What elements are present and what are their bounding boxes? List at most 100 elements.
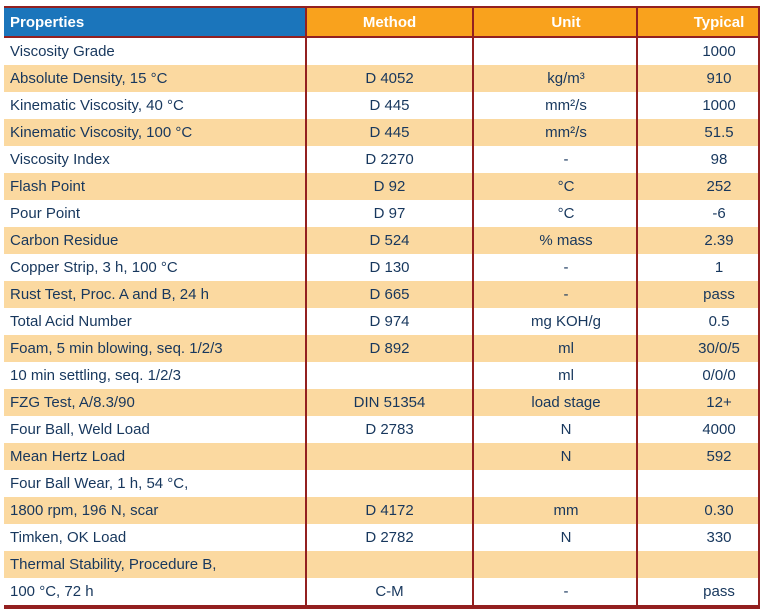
column-header-method: Method [305, 8, 472, 36]
cell-typical: 910 [636, 65, 758, 92]
cell-unit: - [472, 578, 636, 605]
cell-typical: 4000 [636, 416, 758, 443]
cell-unit: °C [472, 173, 636, 200]
cell-method: D 97 [305, 200, 472, 227]
cell-method [305, 470, 472, 497]
cell-method: D 4172 [305, 497, 472, 524]
cell-typical: 1 [636, 254, 758, 281]
cell-typical: 98 [636, 146, 758, 173]
cell-method: DIN 51354 [305, 389, 472, 416]
cell-method: D 974 [305, 308, 472, 335]
cell-property: Rust Test, Proc. A and B, 24 h [10, 286, 210, 303]
cell-unit [472, 38, 636, 65]
cell-typical: 0.30 [636, 497, 758, 524]
table-row: Rust Test, Proc. A and B, 24 h D 665 - p… [4, 281, 758, 308]
cell-method: D 892 [305, 335, 472, 362]
column-header-unit: Unit [472, 8, 636, 36]
cell-unit: N [472, 416, 636, 443]
table-row: 10 min settling, seq. 1/2/3 ml 0/0/0 [4, 362, 758, 389]
table-row: Flash Point D 92 °C 252 [4, 173, 758, 200]
cell-property: Absolute Density, 15 °C [10, 70, 168, 87]
cell-unit: load stage [472, 389, 636, 416]
cell-typical: 12+ [636, 389, 758, 416]
cell-typical: 330 [636, 524, 758, 551]
cell-unit: - [472, 281, 636, 308]
cell-unit: mm [472, 497, 636, 524]
cell-typical: 0.5 [636, 308, 758, 335]
table-row: Total Acid Number D 974 mg KOH/g 0.5 [4, 308, 758, 335]
cell-typical: 51.5 [636, 119, 758, 146]
properties-table: Properties Method Unit Typical Viscosity… [4, 6, 760, 609]
table-row: 1800 rpm, 196 N, scar D 4172 mm 0.30 [4, 497, 758, 524]
cell-property: 1800 rpm, 196 N, scar [10, 502, 159, 519]
cell-typical: pass [636, 281, 758, 308]
cell-method [305, 443, 472, 470]
cell-property: Flash Point [10, 178, 86, 195]
cell-typical: 592 [636, 443, 758, 470]
cell-property: Viscosity Grade [10, 43, 115, 60]
table-row: Kinematic Viscosity, 40 °C D 445 mm²/s 1… [4, 92, 758, 119]
table-row: Pour Point D 97 °C -6 [4, 200, 758, 227]
cell-property: Total Acid Number [10, 313, 132, 330]
cell-method [305, 362, 472, 389]
table-row: Foam, 5 min blowing, seq. 1/2/3 D 892 ml… [4, 335, 758, 362]
cell-property: Kinematic Viscosity, 100 °C [10, 124, 193, 141]
cell-typical: 252 [636, 173, 758, 200]
table-body: Viscosity Grade 1000 Absolute Density, 1… [4, 38, 758, 605]
table-row: Four Ball, Weld Load D 2783 N 4000 [4, 416, 758, 443]
cell-method [305, 551, 472, 578]
table-row: Thermal Stability, Procedure B, [4, 551, 758, 578]
cell-method: D 445 [305, 92, 472, 119]
table-row: Viscosity Index D 2270 - 98 [4, 146, 758, 173]
cell-unit: N [472, 524, 636, 551]
cell-method: D 2270 [305, 146, 472, 173]
cell-unit: mm²/s [472, 92, 636, 119]
table-row: FZG Test, A/8.3/90 DIN 51354 load stage … [4, 389, 758, 416]
cell-method: D 130 [305, 254, 472, 281]
cell-method [305, 38, 472, 65]
table-row: 100 °C, 72 h C-M - pass [4, 578, 758, 605]
cell-unit: mm²/s [472, 119, 636, 146]
cell-typical: 2.39 [636, 227, 758, 254]
cell-property: Thermal Stability, Procedure B, [10, 556, 217, 573]
cell-typical [636, 551, 758, 578]
cell-unit: - [472, 146, 636, 173]
cell-unit: kg/m³ [472, 65, 636, 92]
cell-property: 10 min settling, seq. 1/2/3 [10, 367, 181, 384]
table-row: Carbon Residue D 524 % mass 2.39 [4, 227, 758, 254]
cell-property: Copper Strip, 3 h, 100 °C [10, 259, 178, 276]
table-row: Kinematic Viscosity, 100 °C D 445 mm²/s … [4, 119, 758, 146]
cell-property: Viscosity Index [10, 151, 110, 168]
cell-typical: pass [636, 578, 758, 605]
cell-property: Foam, 5 min blowing, seq. 1/2/3 [10, 340, 223, 357]
cell-unit [472, 470, 636, 497]
cell-unit: % mass [472, 227, 636, 254]
cell-unit [472, 551, 636, 578]
cell-method: D 2783 [305, 416, 472, 443]
cell-typical [636, 470, 758, 497]
table-row: Copper Strip, 3 h, 100 °C D 130 - 1 [4, 254, 758, 281]
cell-typical: 30/0/5 [636, 335, 758, 362]
cell-unit: °C [472, 200, 636, 227]
cell-property: Kinematic Viscosity, 40 °C [10, 97, 184, 114]
column-header-typical: Typical [636, 8, 758, 36]
cell-unit: ml [472, 335, 636, 362]
cell-typical: 1000 [636, 38, 758, 65]
cell-property: Pour Point [10, 205, 81, 222]
cell-typical: 1000 [636, 92, 758, 119]
cell-typical: -6 [636, 200, 758, 227]
cell-unit: ml [472, 362, 636, 389]
table-header-row: Properties Method Unit Typical [4, 8, 758, 38]
cell-method: D 665 [305, 281, 472, 308]
cell-method: D 524 [305, 227, 472, 254]
cell-property: Mean Hertz Load [10, 448, 126, 465]
table-row: Timken, OK Load D 2782 N 330 [4, 524, 758, 551]
cell-method: D 2782 [305, 524, 472, 551]
cell-property: Four Ball, Weld Load [10, 421, 150, 438]
cell-unit: mg KOH/g [472, 308, 636, 335]
table-row: Four Ball Wear, 1 h, 54 °C, [4, 470, 758, 497]
column-header-properties: Properties [4, 8, 305, 36]
cell-property: Carbon Residue [10, 232, 119, 249]
cell-method: D 445 [305, 119, 472, 146]
cell-method: D 92 [305, 173, 472, 200]
